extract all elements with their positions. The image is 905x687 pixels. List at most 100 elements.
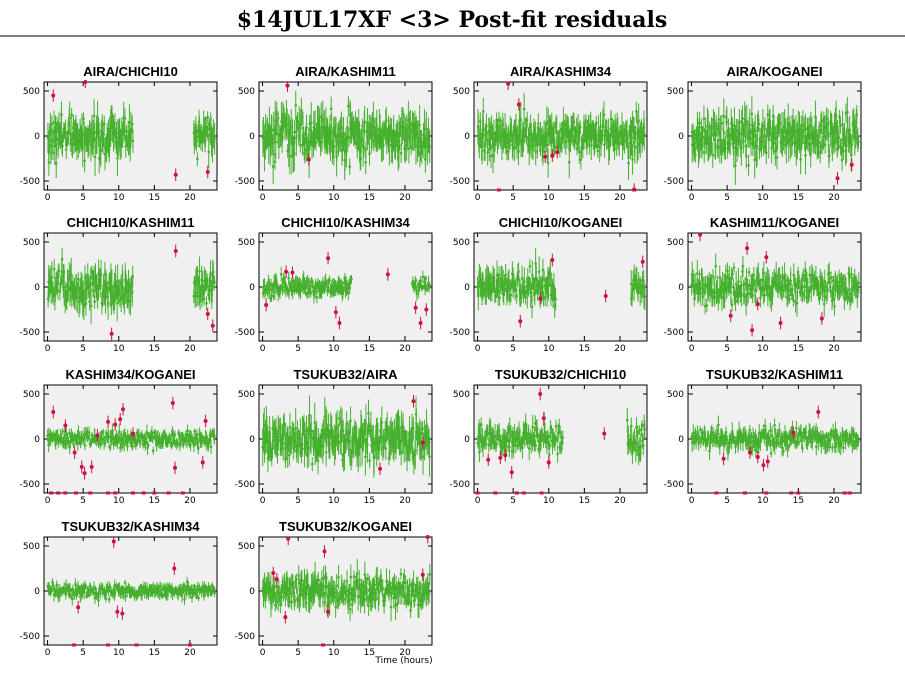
- residual-point: [87, 431, 91, 434]
- residual-point: [502, 293, 506, 297]
- residual-point: [288, 426, 292, 429]
- residual-point: [623, 140, 626, 143]
- flagged-point: [205, 312, 210, 316]
- residual-point: [52, 294, 56, 298]
- flagged-point: [333, 310, 338, 315]
- residual-point: [578, 126, 582, 129]
- clipped-point: [130, 491, 135, 495]
- residual-point: [715, 127, 719, 131]
- residual-point: [720, 121, 724, 125]
- flagged-point: [337, 321, 342, 325]
- residual-point: [766, 294, 770, 297]
- flagged-point: [778, 321, 783, 325]
- residual-point: [118, 290, 122, 294]
- residual-point: [693, 142, 697, 145]
- residual-point: [279, 272, 283, 276]
- residual-point: [125, 134, 128, 138]
- residual-point: [633, 145, 637, 149]
- residual-point: [724, 147, 727, 150]
- x-tick-label: 15: [364, 496, 375, 506]
- flagged-point: [413, 305, 418, 310]
- residual-point: [702, 150, 706, 154]
- residual-point: [388, 143, 391, 147]
- residual-point: [61, 430, 64, 433]
- residual-point: [531, 273, 534, 277]
- residual-point: [643, 295, 647, 298]
- residual-point: [567, 160, 571, 164]
- residual-point: [189, 443, 192, 447]
- residual-point: [64, 131, 67, 135]
- residual-point: [721, 281, 724, 285]
- flagged-point: [516, 102, 521, 107]
- y-tick-label: 0: [34, 435, 40, 445]
- residual-point: [192, 443, 196, 446]
- residual-point: [631, 158, 634, 161]
- residual-point: [275, 112, 279, 116]
- residual-point: [202, 297, 206, 301]
- residual-point: [372, 454, 376, 458]
- residual-point: [694, 153, 697, 157]
- residual-point: [345, 422, 348, 426]
- residual-point: [832, 138, 836, 142]
- y-tick-label: 0: [249, 283, 255, 293]
- residual-point: [205, 301, 208, 305]
- x-tick-label: 10: [757, 193, 769, 203]
- x-tick-label: 0: [689, 193, 695, 203]
- residual-point: [821, 282, 825, 286]
- residual-point: [272, 294, 275, 298]
- residual-point: [284, 457, 287, 461]
- residual-point: [340, 126, 343, 130]
- residual-point: [106, 302, 110, 305]
- residual-point: [348, 165, 352, 168]
- residual-point: [792, 299, 795, 302]
- residual-point: [213, 436, 216, 439]
- residual-point: [512, 134, 515, 138]
- residual-point: [303, 148, 307, 152]
- y-tick-label: -500: [20, 328, 41, 338]
- residual-point: [120, 445, 124, 449]
- residual-point: [305, 126, 308, 129]
- flagged-point: [203, 419, 208, 423]
- residual-point: [330, 130, 333, 134]
- clipped-point: [56, 491, 61, 495]
- residual-point: [51, 151, 55, 155]
- panel: AIRA/KOGANEI 0 5 10 15 20 -500 0 500: [664, 64, 862, 203]
- residual-point: [407, 118, 410, 122]
- residual-point: [754, 289, 757, 292]
- residual-point: [642, 279, 645, 282]
- panel-title: CHICHI10/KOGANEI: [499, 215, 623, 230]
- residual-point: [804, 128, 807, 131]
- residual-point: [777, 277, 780, 281]
- residual-point: [296, 120, 299, 123]
- residual-point: [500, 146, 504, 150]
- residual-point: [206, 127, 210, 130]
- residual-point: [357, 121, 361, 124]
- residual-point: [409, 123, 412, 127]
- residual-point: [801, 291, 804, 295]
- residual-point: [732, 146, 736, 150]
- residual-point: [266, 292, 270, 295]
- residual-point: [324, 451, 328, 454]
- residual-point: [577, 150, 581, 154]
- flagged-point: [750, 328, 755, 333]
- x-tick-label: 0: [260, 193, 266, 203]
- residual-point: [827, 134, 830, 138]
- residual-point: [419, 279, 422, 282]
- residual-point: [840, 284, 844, 288]
- residual-point: [70, 113, 73, 117]
- residual-point: [60, 270, 64, 274]
- x-tick-label: 20: [828, 193, 840, 203]
- flagged-point: [698, 232, 703, 237]
- residual-point: [83, 159, 86, 163]
- residual-point: [534, 262, 537, 265]
- residual-point: [399, 151, 403, 155]
- residual-point: [747, 163, 750, 167]
- residual-point: [704, 283, 708, 286]
- x-tick-label: 15: [793, 193, 804, 203]
- residual-point: [92, 114, 96, 118]
- residual-point: [757, 122, 761, 126]
- residual-point: [298, 126, 301, 129]
- residual-point: [549, 272, 552, 275]
- residual-point: [829, 276, 833, 279]
